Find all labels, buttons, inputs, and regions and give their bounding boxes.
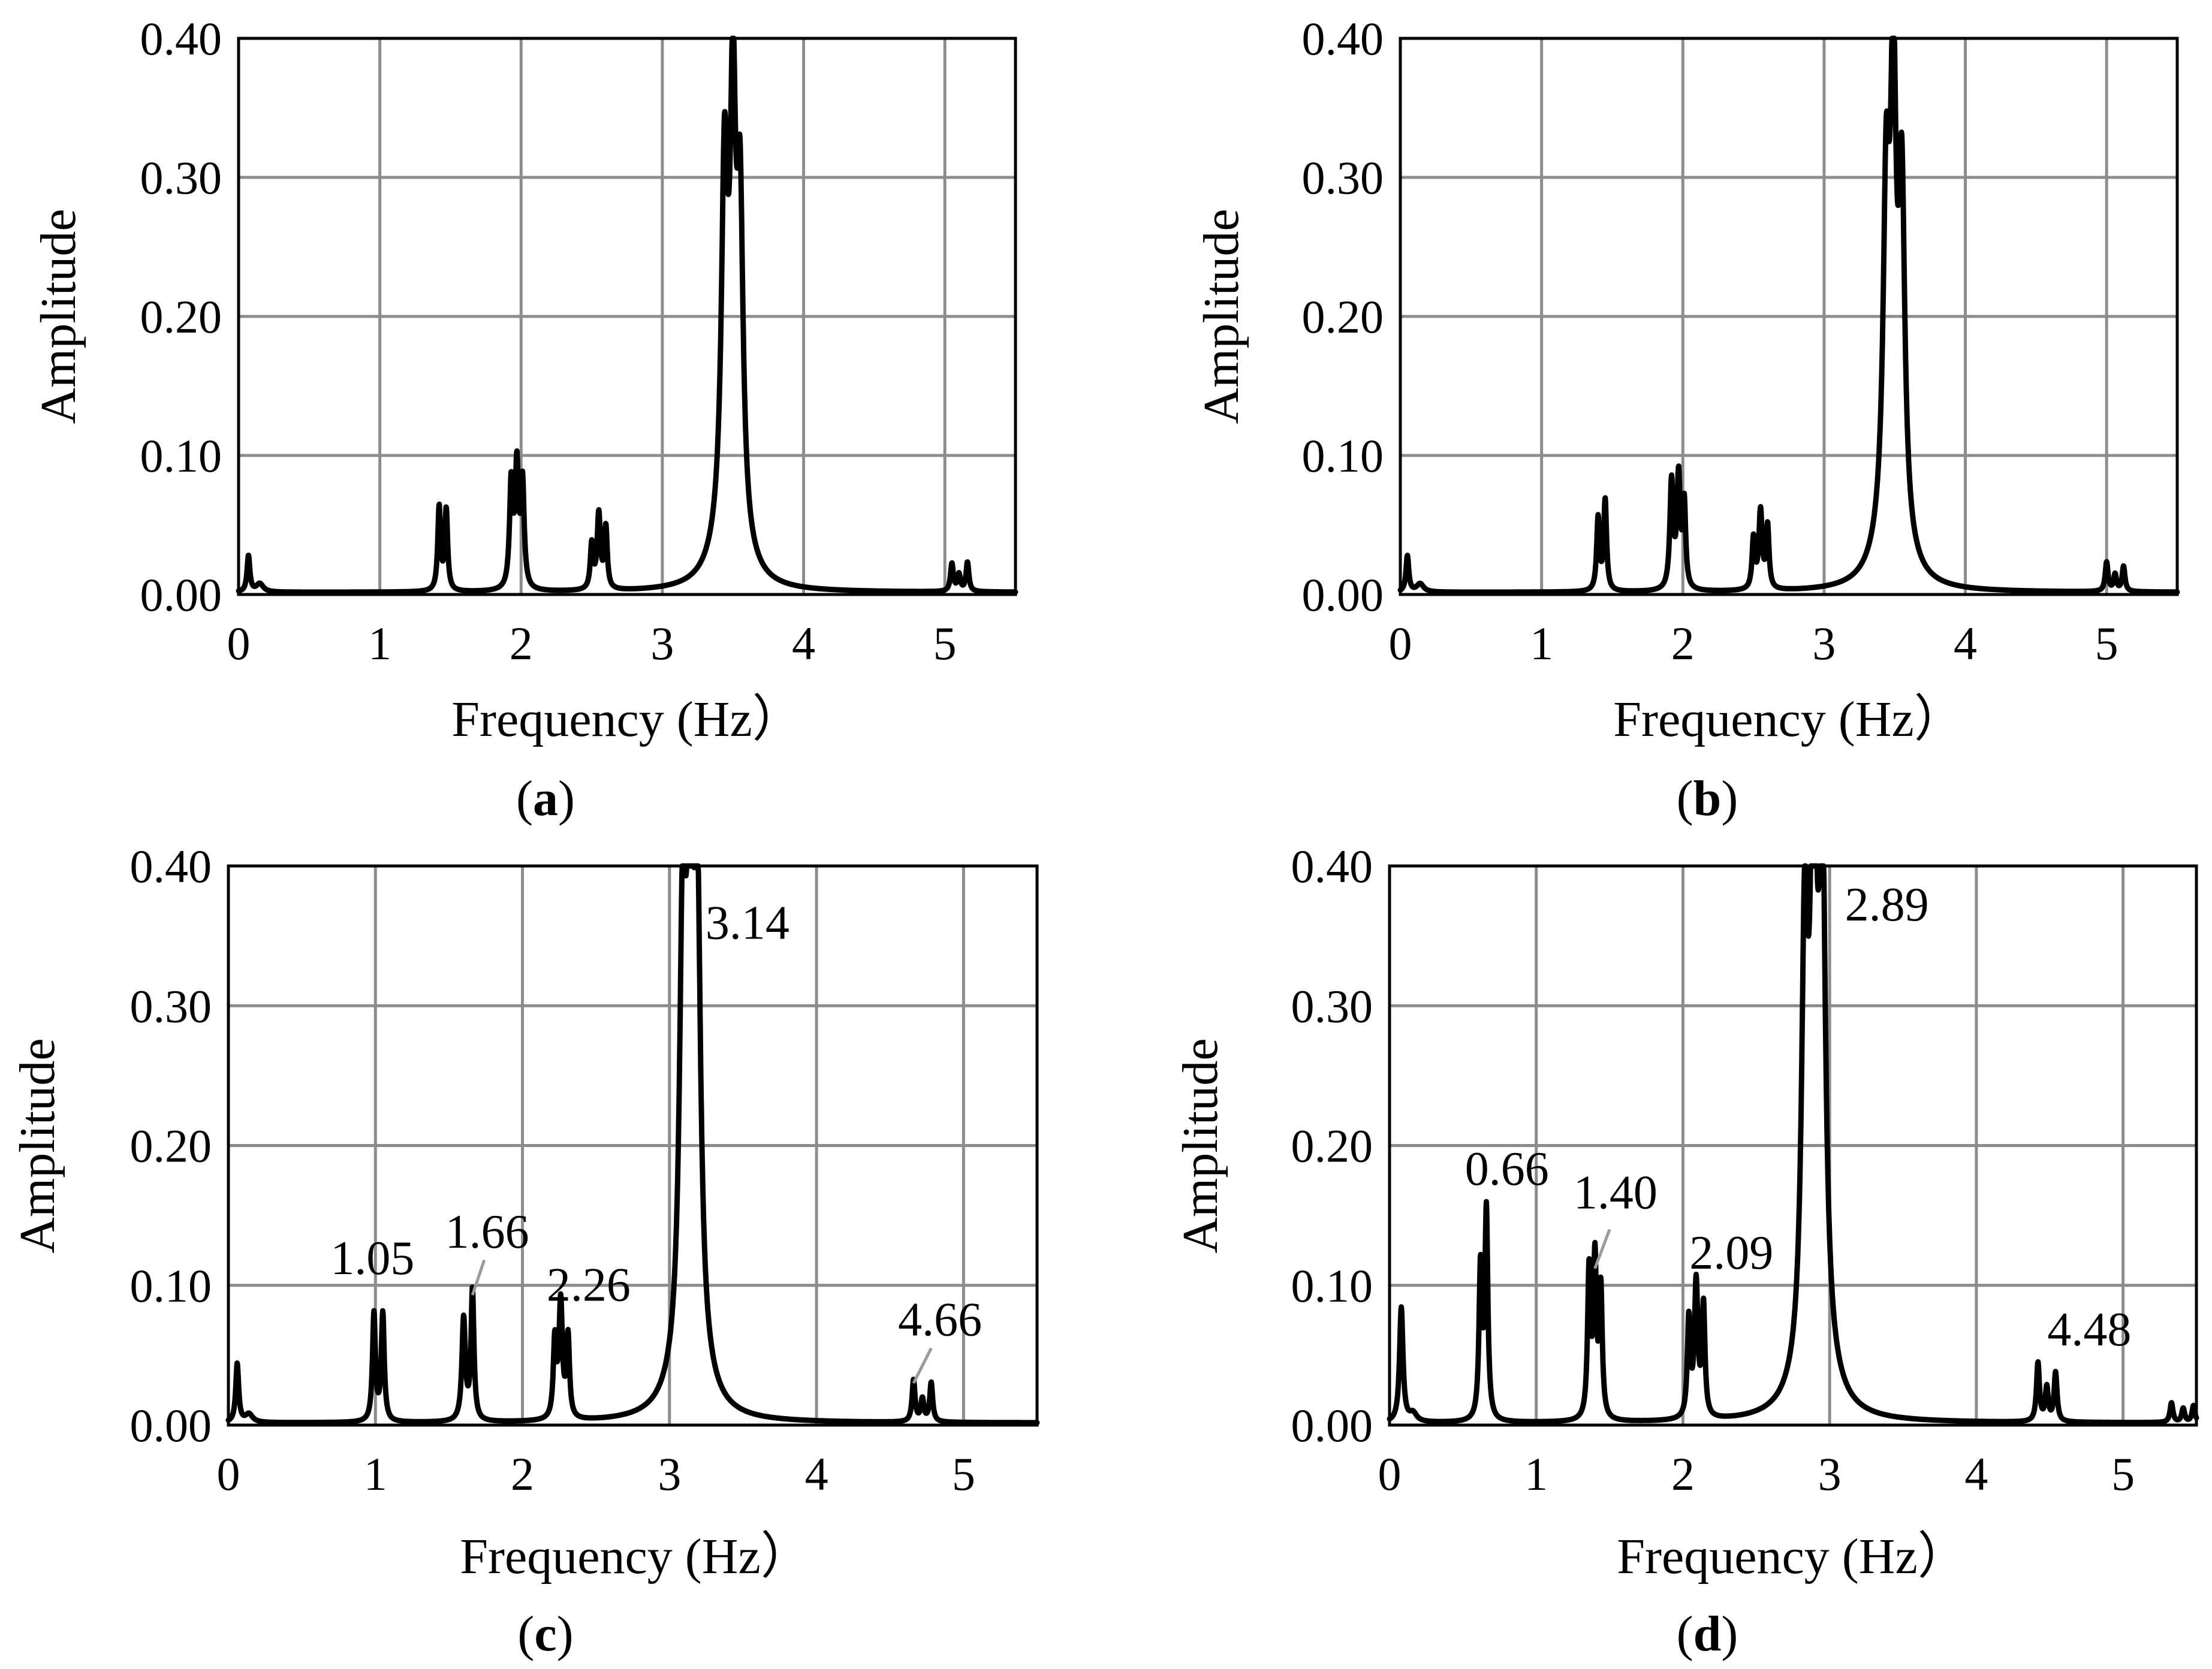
spectrum-line — [236, 35, 1018, 595]
x-tick-label: 3 — [1812, 617, 1836, 669]
y-tick-label: 0.40 — [130, 840, 212, 892]
y-tick-label: 0.40 — [1302, 13, 1384, 65]
peak-annotation-label: 1.05 — [330, 1232, 414, 1285]
y-tick-labels: 0.00 0.10 0.20 0.30 0.40 — [1302, 13, 1384, 621]
plot-frame — [237, 37, 1017, 596]
peak-annotation-label: 3.14 — [706, 897, 789, 949]
y-tick-labels: 0.00 0.10 0.20 0.30 0.40 — [130, 840, 212, 1451]
y-tick-label: 0.20 — [1291, 1120, 1373, 1172]
y-tick-label: 0.30 — [140, 152, 222, 204]
x-tick-labels: 0 1 2 3 4 5 — [1378, 1448, 2135, 1500]
annotation-leader-line — [912, 1347, 933, 1384]
x-tick-label: 3 — [650, 617, 674, 669]
x-tick-label: 5 — [933, 617, 957, 669]
panel-d: 0.00 0.10 0.20 0.30 0.40 0 1 2 3 4 5 0.66 1.40 2.09… — [1173, 840, 2199, 1662]
caption-letter: d — [1693, 1606, 1722, 1662]
y-tick-label: 0.00 — [1291, 1399, 1373, 1451]
panel-caption: (b) — [1677, 771, 1738, 826]
caption-letter: a — [533, 771, 558, 826]
y-tick-label: 0.20 — [130, 1120, 212, 1172]
x-tick-label: 2 — [1671, 617, 1695, 669]
x-tick-label: 4 — [1964, 1448, 1988, 1500]
peak-annotation-label: 0.66 — [1465, 1143, 1549, 1196]
x-tick-label: 2 — [1671, 1448, 1695, 1500]
peak-annotation-label: 2.09 — [1689, 1227, 1773, 1279]
y-tick-labels: 0.00 0.10 0.20 0.30 0.40 — [1291, 840, 1373, 1451]
y-tick-label: 0.00 — [1302, 569, 1384, 621]
spectrum-line — [1397, 35, 2180, 595]
peak-annotation-label: 1.66 — [445, 1206, 529, 1258]
y-tick-label: 0.20 — [140, 291, 222, 343]
y-tick-label: 0.40 — [1291, 840, 1373, 892]
x-tick-label: 0 — [227, 617, 251, 669]
panel-caption: (d) — [1677, 1606, 1738, 1662]
panel-caption: (a) — [516, 771, 575, 826]
x-tick-label: 0 — [1378, 1448, 1402, 1500]
grid-lines — [239, 38, 1015, 594]
peak-annotations: 0.66 1.40 2.09 2.89 4.48 — [1465, 879, 2132, 1356]
y-tick-label: 0.10 — [140, 430, 222, 482]
x-tick-labels: 0 1 2 3 4 5 — [217, 1448, 975, 1500]
x-tick-label: 2 — [511, 1448, 534, 1500]
panel-c: 0.00 0.10 0.20 0.30 0.40 0 1 2 3 4 5 1.05 1.66 2.26… — [10, 840, 1040, 1662]
y-axis-title: Amplitude — [1173, 1038, 1228, 1253]
x-tick-label: 1 — [368, 617, 391, 669]
x-tick-label: 2 — [510, 617, 533, 669]
y-axis-title: Amplitude — [1194, 209, 1249, 424]
x-axis-title: Frequency (Hz） — [460, 1529, 810, 1585]
x-tick-label: 3 — [1818, 1448, 1842, 1500]
x-tick-label: 0 — [217, 1448, 240, 1500]
caption-letter: c — [534, 1606, 556, 1662]
y-tick-label: 0.20 — [1302, 291, 1384, 343]
x-tick-labels: 0 1 2 3 4 5 — [1389, 617, 2118, 669]
x-tick-label: 4 — [1954, 617, 1977, 669]
x-tick-labels: 0 1 2 3 4 5 — [227, 617, 957, 669]
y-tick-labels: 0.00 0.10 0.20 0.30 0.40 — [140, 13, 222, 621]
peak-annotation-label: 4.66 — [898, 1294, 982, 1347]
x-tick-label: 3 — [658, 1448, 681, 1500]
x-tick-label: 5 — [952, 1448, 975, 1500]
peak-annotation-label: 1.40 — [1574, 1166, 1658, 1219]
y-tick-label: 0.10 — [130, 1260, 212, 1312]
caption-letter: b — [1693, 771, 1722, 826]
panel-b: 0.00 0.10 0.20 0.30 0.40 0 1 2 3 4 5 Amplitude Fr… — [1194, 13, 2180, 826]
x-tick-label: 1 — [364, 1448, 387, 1500]
x-tick-label: 4 — [792, 617, 815, 669]
annotation-leader-line — [1593, 1229, 1611, 1269]
y-tick-label: 0.40 — [140, 13, 222, 65]
peak-annotation-label: 2.26 — [547, 1258, 631, 1311]
peak-annotations: 1.05 1.66 2.26 3.14 4.66 — [330, 897, 982, 1384]
x-tick-label: 1 — [1530, 617, 1553, 669]
x-axis-title: Frequency (Hz） — [1617, 1529, 1967, 1585]
plot-frame — [1399, 37, 2179, 596]
plot-frame — [227, 864, 1039, 1427]
x-tick-label: 1 — [1524, 1448, 1548, 1500]
y-axis-title: Amplitude — [10, 1038, 65, 1253]
annotation-leader-line — [471, 1259, 486, 1296]
y-axis-title: Amplitude — [31, 209, 86, 424]
x-tick-label: 0 — [1389, 617, 1412, 669]
x-tick-label: 5 — [2111, 1448, 2135, 1500]
x-tick-label: 4 — [805, 1448, 828, 1500]
y-tick-label: 0.00 — [140, 569, 222, 621]
x-tick-label: 5 — [2095, 617, 2118, 669]
y-tick-label: 0.30 — [1302, 152, 1384, 204]
y-tick-label: 0.10 — [1302, 430, 1384, 482]
y-tick-label: 0.30 — [1291, 980, 1373, 1032]
plot-frame — [1388, 864, 2198, 1427]
spectrum-line — [225, 863, 1040, 1426]
panel-a: 0.00 0.10 0.20 0.30 0.40 0 1 2 3 4 5 Amplitude Fr… — [31, 13, 1018, 826]
x-axis-title: Frequency (Hz） — [451, 692, 802, 747]
peak-annotation-label: 4.48 — [2047, 1303, 2131, 1356]
spectrum-line — [1387, 863, 2199, 1426]
panel-caption: (c) — [517, 1606, 573, 1662]
y-tick-label: 0.30 — [130, 980, 212, 1032]
peak-annotation-label: 2.89 — [1845, 879, 1929, 931]
x-axis-title: Frequency (Hz） — [1613, 692, 1964, 747]
y-tick-label: 0.10 — [1291, 1260, 1373, 1312]
y-tick-label: 0.00 — [130, 1399, 212, 1451]
grid-lines — [1400, 38, 2177, 594]
